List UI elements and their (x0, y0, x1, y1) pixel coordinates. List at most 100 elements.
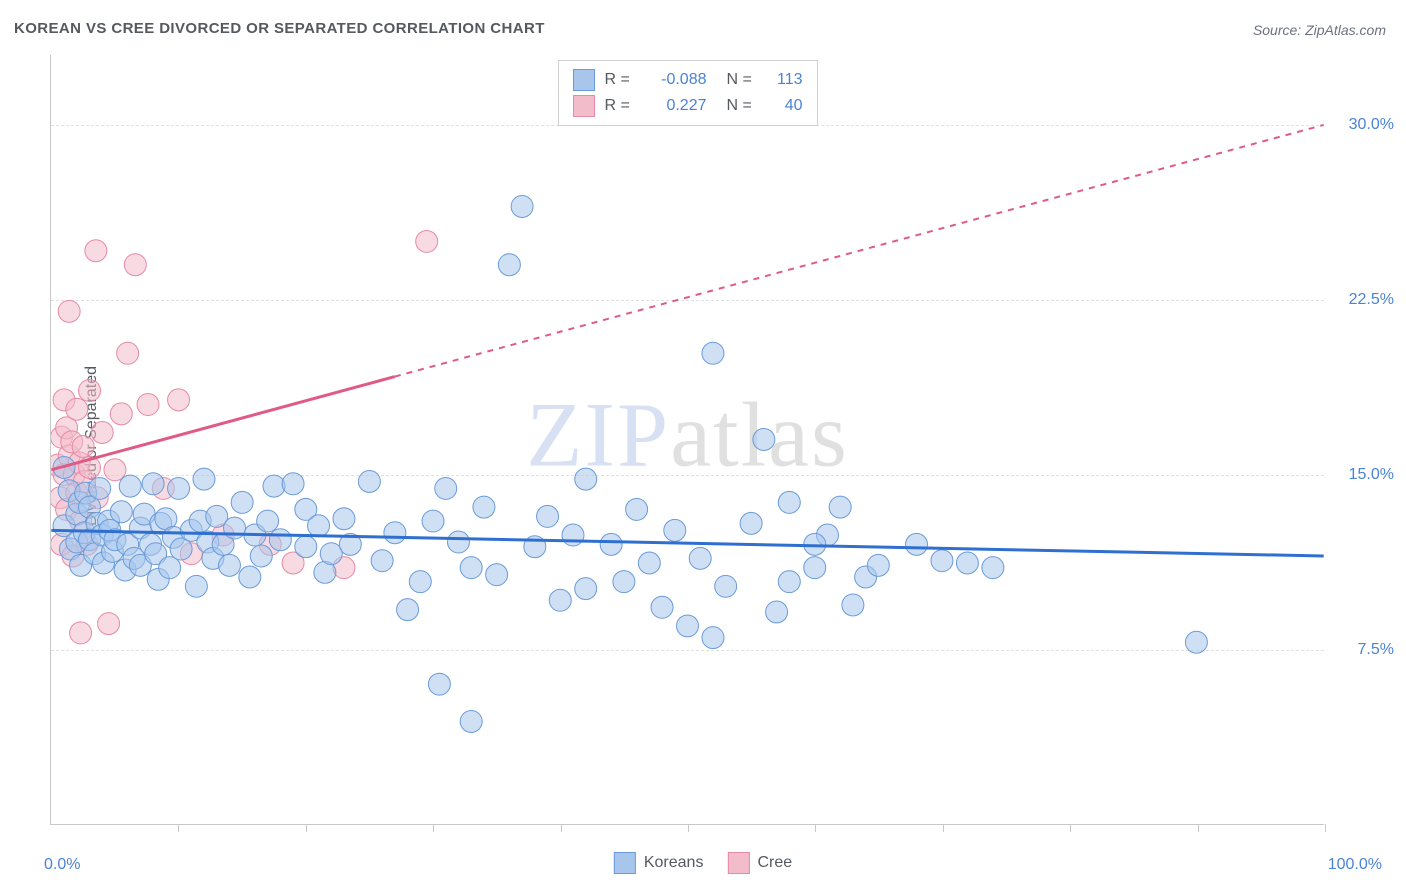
scatter-point-koreans (358, 470, 380, 492)
series-legend: Koreans Cree (614, 852, 792, 874)
correlation-chart: KOREAN VS CREE DIVORCED OR SEPARATED COR… (0, 0, 1406, 892)
scatter-point-koreans (447, 531, 469, 553)
scatter-point-koreans (333, 508, 355, 530)
scatter-point-koreans (842, 594, 864, 616)
scatter-point-koreans (409, 571, 431, 593)
scatter-point-koreans (575, 578, 597, 600)
x-tick (1325, 824, 1326, 832)
scatter-point-koreans (428, 673, 450, 695)
y-tick-label: 30.0% (1334, 116, 1394, 134)
scatter-point-koreans (613, 571, 635, 593)
x-tick (433, 824, 434, 832)
legend-label-koreans: Koreans (644, 854, 704, 872)
scatter-point-koreans (498, 254, 520, 276)
legend-row-koreans: R = -0.088 N = 113 (573, 67, 803, 93)
scatter-point-cree (137, 394, 159, 416)
scatter-point-koreans (689, 547, 711, 569)
scatter-point-koreans (626, 498, 648, 520)
scatter-point-koreans (250, 545, 272, 567)
scatter-point-koreans (371, 550, 393, 572)
scatter-point-koreans (263, 475, 285, 497)
legend-n-label: N = (727, 71, 757, 89)
x-tick (178, 824, 179, 832)
x-tick (1070, 824, 1071, 832)
scatter-point-koreans (575, 468, 597, 490)
scatter-point-koreans (397, 599, 419, 621)
scatter-point-koreans (460, 710, 482, 732)
trendline-dashed-cree (395, 125, 1324, 377)
scatter-point-koreans (766, 601, 788, 623)
scatter-point-koreans (486, 564, 508, 586)
scatter-point-koreans (193, 468, 215, 490)
legend-row-cree: R = 0.227 N = 40 (573, 93, 803, 119)
y-tick-label: 22.5% (1334, 291, 1394, 309)
scatter-point-koreans (600, 533, 622, 555)
scatter-point-koreans (651, 596, 673, 618)
scatter-point-cree (79, 380, 101, 402)
scatter-point-cree (91, 422, 113, 444)
scatter-point-koreans (702, 627, 724, 649)
scatter-point-koreans (239, 566, 261, 588)
scatter-point-koreans (320, 543, 342, 565)
legend-swatch-cree (573, 95, 595, 117)
scatter-point-cree (124, 254, 146, 276)
scatter-point-koreans (168, 477, 190, 499)
scatter-point-koreans (753, 429, 775, 451)
legend-swatch-koreans (573, 69, 595, 91)
scatter-point-cree (117, 342, 139, 364)
scatter-point-koreans (89, 477, 111, 499)
scatter-point-koreans (224, 517, 246, 539)
legend-item-koreans: Koreans (614, 852, 704, 874)
scatter-point-koreans (1185, 631, 1207, 653)
scatter-point-koreans (231, 491, 253, 513)
scatter-point-koreans (778, 571, 800, 593)
scatter-point-koreans (159, 557, 181, 579)
scatter-point-cree (72, 436, 94, 458)
scatter-point-cree (85, 240, 107, 262)
scatter-point-koreans (295, 536, 317, 558)
legend-swatch-koreans (614, 852, 636, 874)
legend-n-label: N = (727, 97, 757, 115)
legend-r-label: R = (605, 71, 635, 89)
scatter-point-koreans (702, 342, 724, 364)
scatter-point-koreans (829, 496, 851, 518)
x-axis-min-label: 0.0% (44, 856, 80, 874)
scatter-point-cree (58, 300, 80, 322)
scatter-point-koreans (269, 529, 291, 551)
scatter-point-koreans (956, 552, 978, 574)
chart-title: KOREAN VS CREE DIVORCED OR SEPARATED COR… (14, 20, 545, 37)
scatter-point-koreans (460, 557, 482, 579)
y-tick-label: 7.5% (1334, 641, 1394, 659)
scatter-point-cree (416, 230, 438, 252)
scatter-point-koreans (435, 477, 457, 499)
trendline-koreans (51, 530, 1323, 556)
scatter-point-koreans (804, 557, 826, 579)
x-tick (688, 824, 689, 832)
scatter-point-koreans (715, 575, 737, 597)
scatter-point-cree (66, 398, 88, 420)
scatter-point-koreans (110, 501, 132, 523)
scatter-point-koreans (257, 510, 279, 532)
scatter-point-koreans (218, 554, 240, 576)
scatter-point-koreans (778, 491, 800, 513)
scatter-point-koreans (664, 519, 686, 541)
scatter-point-koreans (562, 524, 584, 546)
plot-area: ZIPatlas 7.5%15.0%22.5%30.0% R = -0.088 … (50, 55, 1324, 825)
scatter-point-koreans (384, 522, 406, 544)
correlation-legend: R = -0.088 N = 113 R = 0.227 N = 40 (558, 60, 818, 126)
scatter-point-cree (168, 389, 190, 411)
legend-swatch-cree (727, 852, 749, 874)
scatter-point-koreans (867, 554, 889, 576)
x-tick (306, 824, 307, 832)
scatter-point-koreans (638, 552, 660, 574)
legend-label-cree: Cree (757, 854, 792, 872)
scatter-point-koreans (931, 550, 953, 572)
scatter-point-koreans (537, 505, 559, 527)
scatter-point-koreans (185, 575, 207, 597)
scatter-point-koreans (119, 475, 141, 497)
x-tick (561, 824, 562, 832)
scatter-point-cree (110, 403, 132, 425)
scatter-point-koreans (142, 473, 164, 495)
scatter-point-koreans (473, 496, 495, 518)
y-tick-label: 15.0% (1334, 466, 1394, 484)
